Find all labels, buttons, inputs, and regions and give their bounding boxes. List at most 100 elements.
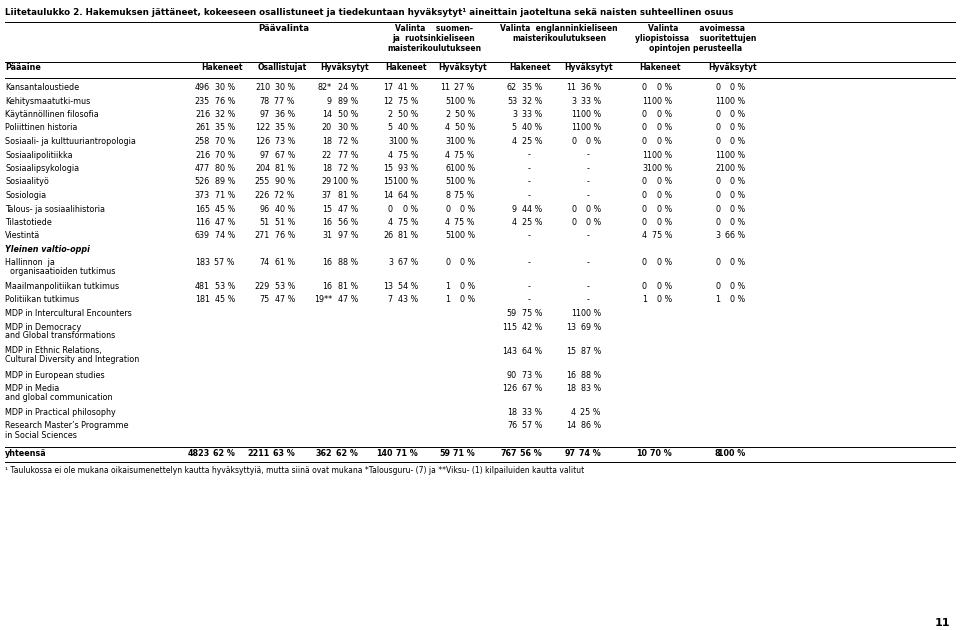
- Text: 25 %: 25 %: [581, 408, 601, 417]
- Text: maisterikoulutukseen: maisterikoulutukseen: [387, 44, 481, 53]
- Text: Talous- ja sosiaalihistoria: Talous- ja sosiaalihistoria: [5, 205, 105, 214]
- Text: 0 %: 0 %: [586, 218, 601, 227]
- Text: 30 %: 30 %: [338, 123, 358, 132]
- Text: 5: 5: [444, 178, 450, 186]
- Text: 53 %: 53 %: [215, 282, 235, 291]
- Text: 477: 477: [195, 164, 210, 173]
- Text: 1: 1: [445, 282, 450, 291]
- Text: 53 %: 53 %: [275, 282, 295, 291]
- Text: 0 %: 0 %: [657, 205, 672, 214]
- Text: Hakeneet: Hakeneet: [202, 63, 243, 72]
- Text: 80 %: 80 %: [215, 164, 235, 173]
- Text: 61 %: 61 %: [275, 258, 295, 267]
- Text: 53: 53: [507, 96, 517, 105]
- Text: 100 %: 100 %: [576, 110, 601, 119]
- Text: 54 %: 54 %: [397, 282, 418, 291]
- Text: Hyväksytyt: Hyväksytyt: [564, 63, 612, 72]
- Text: 25 %: 25 %: [521, 137, 542, 146]
- Text: 50 %: 50 %: [338, 110, 358, 119]
- Text: 22: 22: [322, 151, 332, 159]
- Text: 25 %: 25 %: [521, 218, 542, 227]
- Text: 13: 13: [383, 282, 393, 291]
- Text: 0 %: 0 %: [730, 137, 745, 146]
- Text: 74 %: 74 %: [579, 449, 601, 457]
- Text: 71 %: 71 %: [396, 449, 418, 457]
- Text: 67 %: 67 %: [275, 151, 295, 159]
- Text: Liitetaulukko 2. Hakemuksen jättäneet, kokeeseen osallistuneet ja tiedekuntaan h: Liitetaulukko 2. Hakemuksen jättäneet, k…: [5, 8, 733, 17]
- Text: 3: 3: [642, 164, 647, 173]
- Text: 62 %: 62 %: [213, 449, 235, 457]
- Text: 0: 0: [715, 123, 720, 132]
- Text: 3: 3: [445, 137, 450, 146]
- Text: 27 %: 27 %: [454, 83, 475, 92]
- Text: 47 %: 47 %: [215, 218, 235, 227]
- Text: 5: 5: [444, 231, 450, 241]
- Text: 47 %: 47 %: [338, 205, 358, 214]
- Text: yhteensä: yhteensä: [5, 449, 47, 457]
- Text: 0: 0: [388, 205, 393, 214]
- Text: 258: 258: [195, 137, 210, 146]
- Text: 18: 18: [566, 384, 576, 393]
- Text: 30 %: 30 %: [215, 83, 235, 92]
- Text: 0: 0: [642, 178, 647, 186]
- Text: organisaatioiden tutkimus: organisaatioiden tutkimus: [5, 267, 115, 276]
- Text: 18: 18: [507, 408, 517, 417]
- Text: 255: 255: [254, 178, 270, 186]
- Text: Osallistujat: Osallistujat: [258, 63, 307, 72]
- Text: Maailmanpolitiikan tutkimus: Maailmanpolitiikan tutkimus: [5, 282, 119, 291]
- Text: 0: 0: [715, 137, 720, 146]
- Text: 0 %: 0 %: [657, 282, 672, 291]
- Text: Valinta  englanninkieliseen: Valinta englanninkieliseen: [500, 24, 618, 33]
- Text: 100 %: 100 %: [647, 151, 672, 159]
- Text: 73 %: 73 %: [521, 370, 542, 379]
- Text: 77 %: 77 %: [275, 96, 295, 105]
- Text: 17: 17: [383, 83, 393, 92]
- Text: MDP in Practical philosophy: MDP in Practical philosophy: [5, 408, 116, 417]
- Text: -: -: [528, 295, 531, 304]
- Text: 15: 15: [565, 346, 576, 355]
- Text: 97: 97: [260, 151, 270, 159]
- Text: 75: 75: [260, 295, 270, 304]
- Text: 18: 18: [322, 164, 332, 173]
- Text: 42 %: 42 %: [521, 323, 542, 331]
- Text: 100 %: 100 %: [449, 178, 475, 186]
- Text: 8: 8: [445, 191, 450, 200]
- Text: 0 %: 0 %: [657, 123, 672, 132]
- Text: 56 %: 56 %: [520, 449, 542, 457]
- Text: 29: 29: [322, 178, 332, 186]
- Text: 0 %: 0 %: [586, 137, 601, 146]
- Text: 0: 0: [715, 282, 720, 291]
- Text: opintojen perusteella: opintojen perusteella: [649, 44, 743, 53]
- Text: 210: 210: [254, 83, 270, 92]
- Text: 36 %: 36 %: [581, 83, 601, 92]
- Text: 4823: 4823: [188, 449, 210, 457]
- Text: -: -: [588, 295, 590, 304]
- Text: 40 %: 40 %: [397, 123, 418, 132]
- Text: -: -: [588, 178, 590, 186]
- Text: 13: 13: [566, 323, 576, 331]
- Text: 5: 5: [388, 123, 393, 132]
- Text: 81 %: 81 %: [397, 231, 418, 241]
- Text: 62: 62: [507, 83, 517, 92]
- Text: 2: 2: [715, 164, 720, 173]
- Text: 216: 216: [195, 151, 210, 159]
- Text: 0 %: 0 %: [657, 218, 672, 227]
- Text: 100 %: 100 %: [449, 137, 475, 146]
- Text: 96: 96: [260, 205, 270, 214]
- Text: 0: 0: [715, 83, 720, 92]
- Text: 1: 1: [445, 295, 450, 304]
- Text: 183: 183: [195, 258, 210, 267]
- Text: 0 %: 0 %: [657, 110, 672, 119]
- Text: in Social Sciences: in Social Sciences: [5, 430, 77, 440]
- Text: Käytännöllinen filosofia: Käytännöllinen filosofia: [5, 110, 99, 119]
- Text: 100 %: 100 %: [449, 164, 475, 173]
- Text: 16: 16: [322, 258, 332, 267]
- Text: 37: 37: [322, 191, 332, 200]
- Text: 0: 0: [715, 205, 720, 214]
- Text: 75 %: 75 %: [454, 191, 475, 200]
- Text: 226: 226: [254, 191, 270, 200]
- Text: 45 %: 45 %: [215, 205, 235, 214]
- Text: 0 %: 0 %: [730, 191, 745, 200]
- Text: -: -: [588, 191, 590, 200]
- Text: 1: 1: [571, 123, 576, 132]
